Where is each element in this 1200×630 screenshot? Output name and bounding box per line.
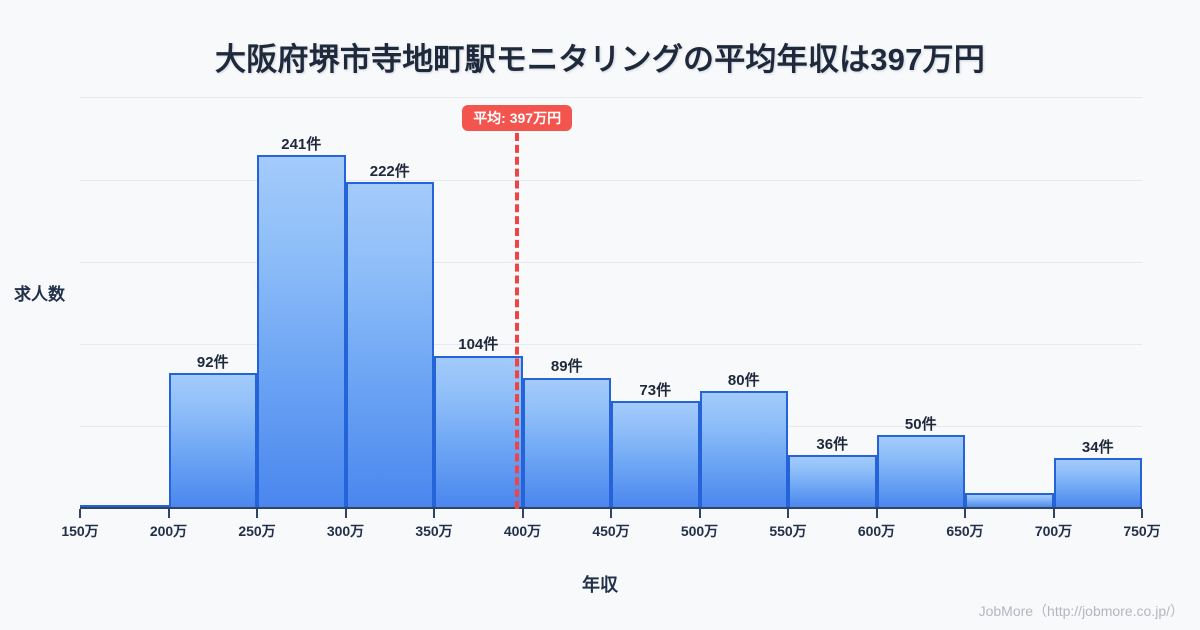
bar-value-label: 50件 bbox=[904, 415, 937, 433]
gridline-3 bbox=[80, 179, 1142, 181]
x-tick bbox=[787, 509, 789, 518]
bar bbox=[345, 182, 434, 508]
x-axis-title: 年収 bbox=[582, 575, 618, 595]
x-tick bbox=[256, 509, 258, 518]
average-line bbox=[515, 133, 520, 509]
x-tick bbox=[433, 509, 435, 518]
bar-value-label: 34件 bbox=[1081, 439, 1114, 457]
x-tick-label: 200万 bbox=[149, 523, 188, 539]
x-tick bbox=[167, 509, 170, 518]
bar bbox=[522, 377, 611, 508]
bar bbox=[876, 434, 965, 508]
bar bbox=[168, 373, 257, 508]
x-tick-label: 450万 bbox=[592, 523, 630, 539]
bar bbox=[699, 390, 788, 508]
x-tick bbox=[610, 509, 612, 518]
bar-value-label: 36件 bbox=[816, 436, 849, 454]
y-axis-title: 求人数 bbox=[14, 285, 65, 304]
bar-value-label: 104件 bbox=[458, 336, 499, 354]
average-badge: 平均: 397万円 bbox=[462, 105, 573, 131]
x-tick-label: 250万 bbox=[238, 523, 276, 539]
bar-value-label: 92件 bbox=[196, 354, 229, 372]
x-tick-label: 350万 bbox=[415, 523, 453, 539]
x-tick-label: 500万 bbox=[680, 523, 719, 539]
x-tick-label: 150万 bbox=[61, 523, 99, 539]
x-tick-label: 700万 bbox=[1034, 523, 1073, 539]
x-tick bbox=[964, 509, 966, 518]
footer-credit: JobMore（http://jobmore.co.jp/） bbox=[978, 603, 1184, 619]
bar-value-label: 89件 bbox=[550, 358, 583, 376]
x-tick bbox=[698, 509, 701, 518]
x-tick-label: 400万 bbox=[503, 523, 542, 539]
bar-value-label: 80件 bbox=[727, 371, 760, 389]
x-tick-label: 300万 bbox=[326, 523, 365, 539]
x-tick bbox=[875, 509, 878, 518]
bar bbox=[788, 455, 877, 508]
bar bbox=[434, 355, 523, 508]
bar-value-label: 222件 bbox=[369, 163, 410, 181]
gridline-2 bbox=[80, 261, 1142, 263]
bar-value-label: 73件 bbox=[639, 381, 672, 399]
x-tick-label: 600万 bbox=[857, 523, 896, 539]
x-tick bbox=[521, 509, 524, 518]
x-tick bbox=[1052, 509, 1055, 518]
chart-title: 大阪府堺市寺地町駅モニタリングの平均年収は397万円 bbox=[215, 42, 985, 77]
x-tick bbox=[344, 509, 347, 518]
x-tick-label: 550万 bbox=[769, 523, 807, 539]
x-tick-label: 750万 bbox=[1123, 523, 1161, 539]
bar bbox=[965, 493, 1054, 508]
x-axis-line bbox=[80, 507, 1142, 509]
x-tick bbox=[1141, 509, 1143, 518]
bar bbox=[80, 505, 169, 508]
bar bbox=[257, 154, 346, 508]
x-tick bbox=[79, 509, 81, 518]
bar-value-label: 241件 bbox=[281, 135, 322, 153]
bar bbox=[1053, 458, 1142, 508]
x-tick-label: 650万 bbox=[946, 523, 984, 539]
bar-series bbox=[80, 93, 1142, 508]
gridline-1 bbox=[80, 343, 1142, 345]
gridline-4 bbox=[80, 97, 1142, 99]
bar bbox=[611, 400, 700, 508]
